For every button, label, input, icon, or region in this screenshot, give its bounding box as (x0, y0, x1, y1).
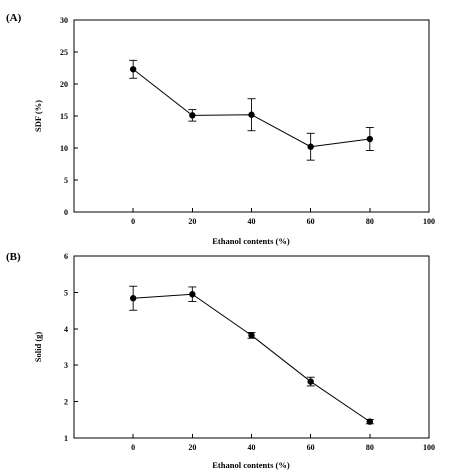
y-tick-label: 5 (64, 176, 68, 185)
data-point (366, 135, 374, 143)
data-point (366, 418, 374, 425)
series-line (133, 293, 371, 423)
data-point (248, 332, 255, 339)
tick-group: 0 20 40 60 80 100 1 2 3 4 5 6 (64, 252, 435, 452)
tick-group: 0 20 40 60 80 100 0 5 10 15 20 25 30 (60, 16, 435, 226)
y-tick-label: 30 (60, 16, 68, 25)
x-tick-label: 0 (131, 443, 135, 452)
x-tick-label: 40 (248, 217, 256, 226)
x-tick-label: 80 (366, 443, 374, 452)
panel-a: (A) 0 20 40 60 80 100 0 5 10 15 20 25 30 Ethanol con… (6, 12, 435, 246)
plot-frame (73, 255, 430, 439)
data-point (189, 291, 196, 298)
data-point (307, 378, 314, 385)
y-tick-label: 5 (64, 288, 68, 297)
panel-label: (A) (6, 12, 22, 24)
data-point (189, 112, 196, 119)
data-point (307, 143, 314, 150)
y-axis-title: SDF (%) (33, 100, 43, 132)
x-tick-label: 40 (248, 443, 256, 452)
y-tick-label: 10 (60, 144, 68, 153)
y-tick-label: 4 (64, 325, 68, 334)
y-tick-label: 3 (64, 361, 68, 370)
y-tick-label: 25 (60, 48, 68, 57)
y-tick-label: 20 (60, 80, 68, 89)
x-tick-label: 20 (188, 443, 196, 452)
x-tick-label: 60 (307, 217, 315, 226)
x-tick-label: 100 (423, 443, 435, 452)
y-tick-label: 15 (60, 112, 68, 121)
series-group (129, 59, 374, 161)
panel-label: (B) (6, 251, 21, 263)
x-axis-title: Ethanol contents (%) (212, 460, 290, 470)
x-tick-label: 20 (188, 217, 196, 226)
data-point (248, 111, 255, 118)
x-tick-label: 60 (307, 443, 315, 452)
data-point (129, 295, 137, 302)
x-tick-label: 100 (423, 217, 435, 226)
x-axis-title: Ethanol contents (%) (212, 236, 290, 246)
y-tick-label: 6 (64, 252, 68, 261)
x-tick-label: 0 (131, 217, 135, 226)
y-axis-title: Solid (g) (33, 332, 43, 363)
panel-b: (B) 0 20 40 60 80 100 1 2 3 4 5 6 Ethanol contents … (6, 251, 435, 470)
y-tick-label: 0 (64, 208, 68, 217)
y-tick-label: 2 (64, 398, 68, 407)
data-point (129, 66, 137, 73)
x-tick-label: 80 (366, 217, 374, 226)
series-group (129, 285, 374, 425)
y-tick-label: 1 (64, 434, 68, 443)
